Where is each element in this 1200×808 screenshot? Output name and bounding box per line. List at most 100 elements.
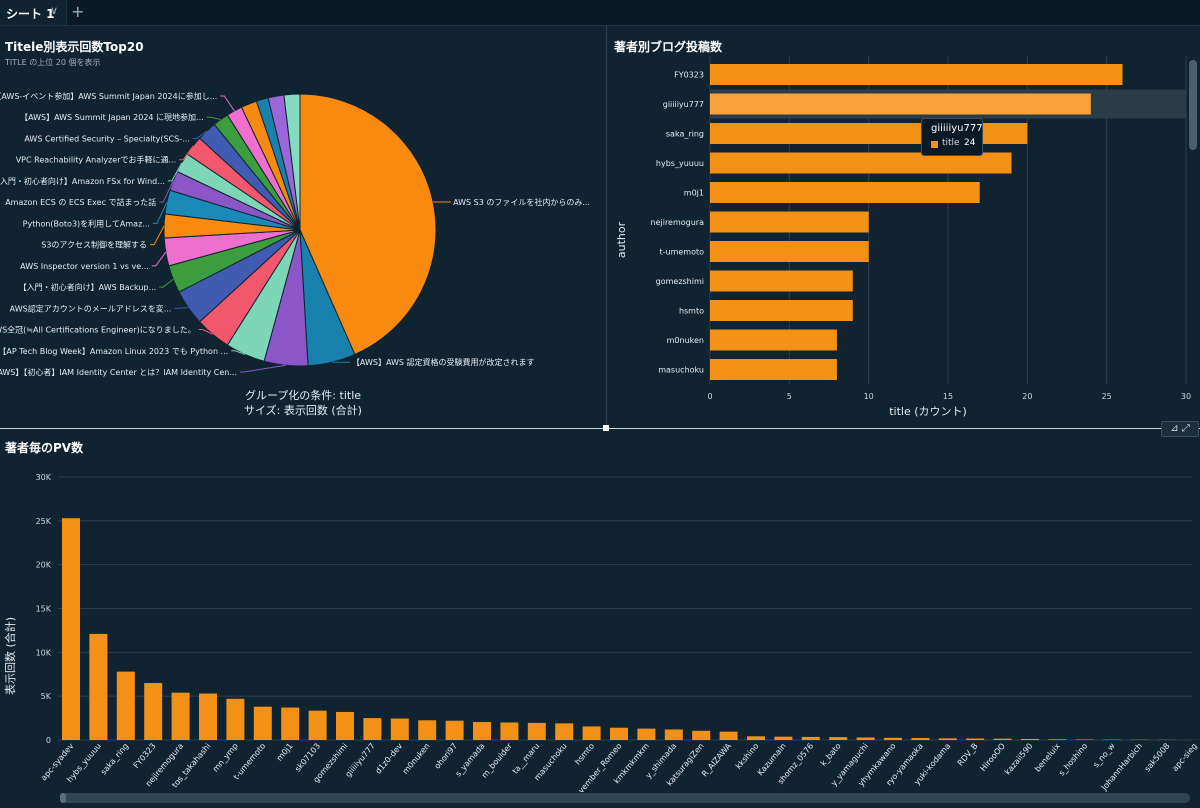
pv-bar[interactable]: [171, 692, 190, 740]
tab-sheet-1[interactable]: シート 1 ∨: [0, 0, 67, 25]
pv-bar[interactable]: [445, 720, 464, 740]
author-bar[interactable]: [710, 152, 1012, 174]
pie-footer-size: サイズ: 表示回数 (合計): [244, 404, 362, 417]
pv-bar[interactable]: [144, 683, 163, 740]
pv-bar[interactable]: [308, 710, 327, 740]
pv-bar[interactable]: [226, 698, 245, 740]
pv-bar[interactable]: [747, 736, 765, 740]
pv-bar[interactable]: [1048, 739, 1067, 740]
pv-bar[interactable]: [993, 738, 1012, 740]
x-tick-label: mn_ymp: [211, 742, 240, 774]
author-bar[interactable]: [710, 359, 837, 380]
pv-bar[interactable]: [500, 722, 519, 740]
pie-label: S3のアクセス制御を理解する: [41, 240, 147, 250]
pie-label: 【入門・初心者向け】Amazon FSx for Wind...: [0, 176, 165, 186]
pv-bar[interactable]: [1075, 739, 1094, 740]
y-tick-label: 30K: [36, 473, 52, 482]
pv-bar[interactable]: [253, 706, 272, 740]
pv-bar[interactable]: [637, 728, 656, 740]
pv-bar[interactable]: [938, 738, 957, 740]
pie-label: VPC Reachability Analyzerでお手軽に通...: [16, 155, 176, 165]
y-tick-label: gomezshimi: [656, 277, 704, 286]
pv-bar[interactable]: [801, 736, 820, 740]
y-tick-label: 15K: [36, 605, 52, 614]
x-tick-label: kkshino: [734, 741, 761, 770]
pv-bar[interactable]: [582, 726, 601, 740]
author-bar[interactable]: [710, 64, 1123, 85]
pv-bar[interactable]: [829, 737, 848, 740]
x-axis-label: title (カウント): [889, 405, 967, 418]
author-bar[interactable]: [710, 211, 869, 233]
x-tick-label: s_no_w: [1091, 741, 1117, 769]
x-tick-label: s_hoshino: [1057, 741, 1089, 777]
pv-scroll-thumb[interactable]: [60, 793, 66, 803]
pie-leader-line: [192, 130, 208, 139]
pv-bar[interactable]: [884, 737, 902, 740]
pv-bar[interactable]: [610, 727, 628, 740]
pv-bar[interactable]: [62, 518, 80, 740]
x-tick-label: 30: [1181, 392, 1191, 401]
pv-bar[interactable]: [418, 720, 437, 740]
panel-divider-horizontal[interactable]: [0, 428, 1200, 429]
pie-leader-line: [150, 225, 165, 246]
pv-bar[interactable]: [719, 731, 738, 740]
x-tick-label: 20: [1022, 392, 1032, 401]
pie-leader-line: [159, 180, 174, 203]
pie-slice[interactable]: [283, 93, 301, 231]
x-tick-label: beneluix: [1033, 741, 1062, 773]
y-tick-label: 5K: [41, 692, 52, 701]
author-post-bar-chart[interactable]: 0 5 10 15 20 25 30 FY0323 giiiiiyu777 saka_ringhy…: [606, 26, 1200, 421]
pv-bar[interactable]: [281, 707, 300, 740]
pv-bar[interactable]: [664, 729, 683, 740]
pie-label: AWS Inspector version 1 vs ve...: [20, 262, 149, 271]
pie-leader-line: [220, 95, 235, 112]
bar-chart-scrollbar[interactable]: [1189, 60, 1197, 150]
x-tick-label: 0: [707, 392, 712, 401]
pv-bar[interactable]: [336, 711, 354, 740]
tooltip-value: 24: [964, 138, 976, 148]
pv-bar[interactable]: [911, 737, 930, 740]
pie-leader-line: [231, 350, 246, 355]
author-bar[interactable]: [710, 241, 869, 262]
pv-bar[interactable]: [856, 737, 875, 740]
y-tick-label: m0j1: [684, 189, 704, 198]
bar-tooltip: giiiiiyu777 title 24: [921, 118, 983, 156]
pv-chart-horizontal-scrollbar[interactable]: [60, 793, 1190, 803]
pv-bar[interactable]: [116, 671, 135, 740]
pie-leader-line: [167, 162, 183, 182]
author-bar[interactable]: [710, 93, 1091, 115]
pie-chart-subtitle: TITLE の上位 20 個を表示: [5, 58, 101, 67]
plus-icon[interactable]: +: [71, 2, 85, 21]
pv-bar[interactable]: [89, 633, 108, 740]
pv-bar[interactable]: [363, 718, 382, 740]
visual-menu-button[interactable]: ⊿ ⤢: [1161, 421, 1199, 437]
pv-bar-chart[interactable]: 05K10K15K20K25K30Kapc-syadevhybs_yuuuusa…: [0, 432, 1200, 792]
pie-slice[interactable]: [299, 93, 437, 356]
pie-leader-line: [174, 307, 189, 309]
author-bar[interactable]: [710, 329, 837, 351]
x-tick-label: sak5008: [1143, 742, 1172, 774]
pv-bar[interactable]: [527, 722, 546, 740]
pv-bar[interactable]: [692, 730, 711, 740]
y-tick-label: masuchoku: [658, 366, 704, 375]
x-tick-label: 10: [864, 392, 874, 401]
pv-bar[interactable]: [1021, 738, 1039, 740]
x-tick-label: apc-sieg: [1170, 742, 1199, 774]
author-bar[interactable]: [710, 270, 853, 292]
author-bar[interactable]: [710, 182, 980, 203]
pv-bar[interactable]: [473, 722, 491, 740]
pie-label: Amazon ECS の ECS Exec で詰まった話: [5, 197, 156, 207]
pv-bar[interactable]: [390, 718, 409, 740]
pie-label: 【AWS】AWS 認定資格の受験費用が改定されます: [352, 357, 535, 367]
chevron-down-icon[interactable]: ∨: [50, 4, 59, 17]
y-tick-label: saka_ring: [666, 130, 704, 139]
pv-bar[interactable]: [555, 723, 574, 740]
pv-bar[interactable]: [774, 736, 793, 740]
y-axis-label: 表示回数 (合計): [3, 617, 17, 695]
pv-bar[interactable]: [966, 738, 985, 740]
pie-label: Python(Boto3)を利用してAmaz...: [23, 218, 150, 228]
resize-handle[interactable]: [603, 425, 609, 431]
pie-chart[interactable]: AWS S3 のファイルを社内からのみ... 【AWS】AWS 認定資格の受験費用…: [0, 26, 606, 421]
pv-bar[interactable]: [199, 693, 217, 740]
author-bar[interactable]: [710, 300, 853, 321]
